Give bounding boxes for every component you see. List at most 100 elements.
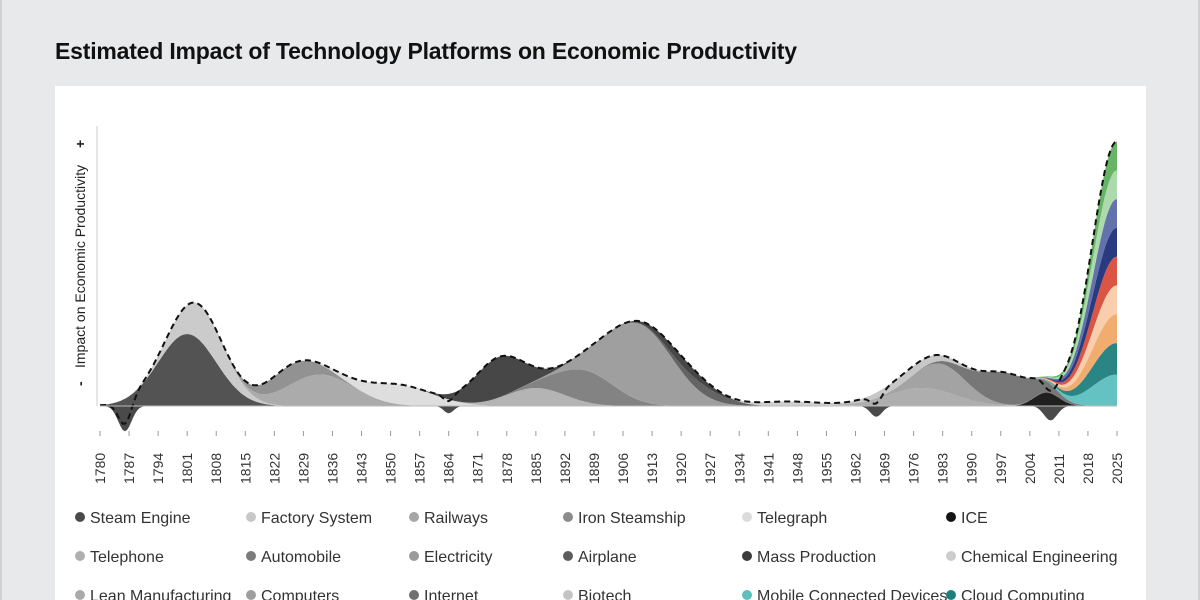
x-tick-label: 1948 xyxy=(789,453,805,484)
legend-swatch xyxy=(946,512,956,522)
x-tick-label: 1906 xyxy=(615,453,631,484)
legend-label: Steam Engine xyxy=(90,510,191,527)
chart-title: Estimated Impact of Technology Platforms… xyxy=(55,38,797,64)
legend-label: Internet xyxy=(424,588,479,600)
legend-item: Telephone xyxy=(75,549,164,566)
legend-swatch xyxy=(946,551,956,561)
legend-swatch xyxy=(75,512,85,522)
legend-label: Biotech xyxy=(578,588,631,600)
legend-label: Automobile xyxy=(261,549,341,566)
x-tick-label: 1892 xyxy=(557,453,573,484)
x-tick-label: 1990 xyxy=(964,453,980,484)
legend-item: Internet xyxy=(409,588,479,600)
legend-swatch xyxy=(409,590,419,600)
x-tick-label: 1871 xyxy=(470,453,486,484)
legend-label: Chemical Engineering xyxy=(961,549,1118,566)
x-tick-label: 1864 xyxy=(441,453,457,484)
legend-item: Chemical Engineering xyxy=(946,549,1118,566)
x-tick-label: 1822 xyxy=(266,453,282,484)
legend-swatch xyxy=(742,590,752,600)
legend-label: Mobile Connected Devices xyxy=(757,588,947,600)
legend-swatch xyxy=(246,590,256,600)
legend-swatch xyxy=(246,512,256,522)
net-impact-curve xyxy=(99,140,1118,425)
legend-label: Lean Manufacturing xyxy=(90,588,231,600)
legend-label: Railways xyxy=(424,510,488,527)
x-tick-label: 1983 xyxy=(935,453,951,484)
x-tick-label: 2011 xyxy=(1051,454,1067,484)
area-electricity xyxy=(100,302,1117,406)
legend-label: Cloud Computing xyxy=(961,588,1085,600)
legend-item: Lean Manufacturing xyxy=(75,588,231,600)
x-tick-label: 1850 xyxy=(383,453,399,484)
x-tick-label: 1920 xyxy=(673,453,689,484)
x-tick-label: 2025 xyxy=(1109,453,1125,484)
area-layers xyxy=(100,141,1117,432)
legend-item: Biotech xyxy=(563,588,631,600)
x-tick-label: 1815 xyxy=(237,453,253,484)
legend-item: Airplane xyxy=(563,549,637,566)
legend-item: Steam Engine xyxy=(75,510,191,527)
legend-swatch xyxy=(246,551,256,561)
legend-label: Airplane xyxy=(578,549,637,566)
x-tick-label: 1836 xyxy=(324,453,340,484)
x-tick-label: 1857 xyxy=(412,453,428,484)
legend-swatch xyxy=(563,512,573,522)
page-edge-left xyxy=(0,0,2,600)
x-tick-label: 1969 xyxy=(877,453,893,484)
x-tick-label: 1780 xyxy=(92,453,108,484)
legend-label: ICE xyxy=(961,510,988,527)
legend-label: Computers xyxy=(261,588,339,600)
x-tick-label: 1829 xyxy=(295,453,311,484)
area-automobile xyxy=(100,302,1117,406)
legend-item: Telegraph xyxy=(742,510,827,527)
area-internet xyxy=(100,302,1117,406)
x-tick-label: 1976 xyxy=(906,453,922,484)
negative-impact-area xyxy=(100,406,1117,432)
legend-swatch xyxy=(946,590,956,600)
legend-item: Computers xyxy=(246,588,339,600)
legend-item: Electricity xyxy=(409,549,492,566)
legend-swatch xyxy=(409,551,419,561)
y-axis-label-group: Impact on Economic Productivity - + xyxy=(72,126,98,406)
x-axis: 1780 1787 1794 1801 1808 1815 1822 1829 1836 1843… xyxy=(92,405,1125,484)
x-tick-label: 1913 xyxy=(644,453,660,484)
legend-label: Mass Production xyxy=(757,549,876,566)
area-telegraph xyxy=(100,302,1117,406)
x-tick-label: 1889 xyxy=(586,453,602,484)
net-impact-line xyxy=(99,140,1118,425)
x-tick-label: 1997 xyxy=(993,453,1009,484)
legend-label: Factory System xyxy=(261,510,372,527)
legend-swatch xyxy=(75,590,85,600)
x-tick-label: 1808 xyxy=(208,453,224,484)
legend-item: Automobile xyxy=(246,549,341,566)
legend-swatch xyxy=(742,551,752,561)
y-axis-plus-label: + xyxy=(72,140,88,148)
x-tick-label: 2018 xyxy=(1080,453,1096,484)
x-tick-label: 1941 xyxy=(760,453,776,484)
legend-swatch xyxy=(563,551,573,561)
x-tick-label: 1962 xyxy=(847,453,863,484)
x-tick-label: 1801 xyxy=(179,453,195,484)
legend-label: Telegraph xyxy=(757,510,827,527)
x-tick-label: 1934 xyxy=(731,453,747,484)
x-tick-label: 1927 xyxy=(702,453,718,484)
legend-item: Factory System xyxy=(246,510,372,527)
legend-swatch xyxy=(742,512,752,522)
y-axis-label: Impact on Economic Productivity xyxy=(72,165,88,368)
legend-item: Mobile Connected Devices xyxy=(742,588,947,600)
legend-item: Iron Steamship xyxy=(563,510,686,527)
x-tick-label: 1843 xyxy=(354,453,370,484)
legend-swatch xyxy=(75,551,85,561)
legend-item: Mass Production xyxy=(742,549,876,566)
y-axis-minus-label: - xyxy=(72,381,88,386)
area-factory-system xyxy=(100,302,1117,406)
page-edge-right xyxy=(1198,0,1200,600)
chart-svg: 1780 1787 1794 1801 1808 1815 1822 1829 1836 1843… xyxy=(72,126,1125,600)
legend: Steam Engine Factory System Railways Iron S… xyxy=(75,510,1118,600)
x-tick-label: 1794 xyxy=(150,453,166,484)
legend-item: Cloud Computing xyxy=(946,588,1085,600)
legend-swatch xyxy=(563,590,573,600)
legend-item: Railways xyxy=(409,510,488,527)
chart-panel: 1780 1787 1794 1801 1808 1815 1822 1829 1836 1843… xyxy=(55,86,1146,600)
